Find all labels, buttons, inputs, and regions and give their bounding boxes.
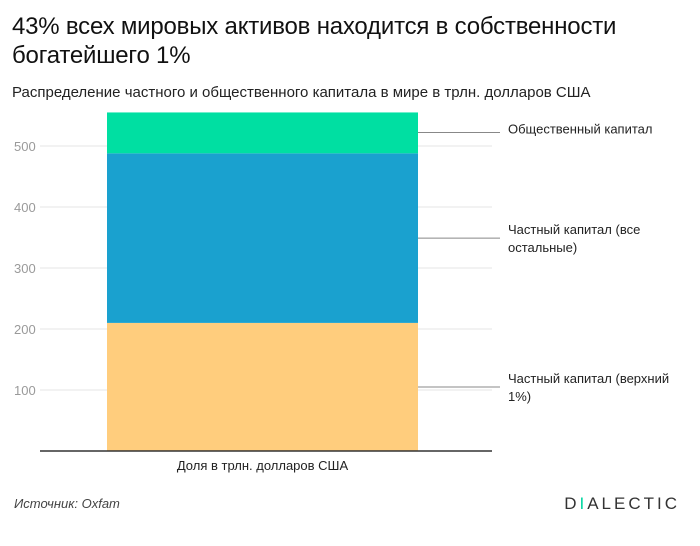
series-label-1-line-0: Частный капитал (все bbox=[508, 222, 640, 237]
chart-subtitle: Распределение частного и общественного к… bbox=[12, 84, 591, 101]
bar-segment-2 bbox=[107, 112, 418, 154]
dialectic-logo: DIALECTIC bbox=[564, 494, 680, 514]
y-tick-label-200: 200 bbox=[14, 322, 36, 337]
logo-accent: I bbox=[579, 494, 588, 513]
bar-segment-0 bbox=[107, 322, 418, 451]
chart-title: 43% всех мировых активов находится в соб… bbox=[12, 13, 617, 69]
series-label-0-line-1: 1%) bbox=[508, 389, 531, 404]
y-tick-label-100: 100 bbox=[14, 383, 36, 398]
y-tick-label-300: 300 bbox=[14, 261, 36, 276]
y-tick-label-500: 500 bbox=[14, 139, 36, 154]
source-note: Источник: Oxfam bbox=[14, 496, 120, 511]
bar-segment-1 bbox=[107, 153, 418, 323]
series-label-0-line-0: Частный капитал (верхний bbox=[508, 371, 669, 386]
x-category-label: Доля в трлн. долларов США bbox=[177, 458, 349, 473]
logo-rest: ALECTIC bbox=[587, 494, 680, 513]
y-tick-label-400: 400 bbox=[14, 200, 36, 215]
series-label-1-line-1: остальные) bbox=[508, 240, 577, 255]
logo-lead: D bbox=[564, 494, 580, 513]
series-label-2-line-0: Общественный капитал bbox=[508, 121, 653, 136]
